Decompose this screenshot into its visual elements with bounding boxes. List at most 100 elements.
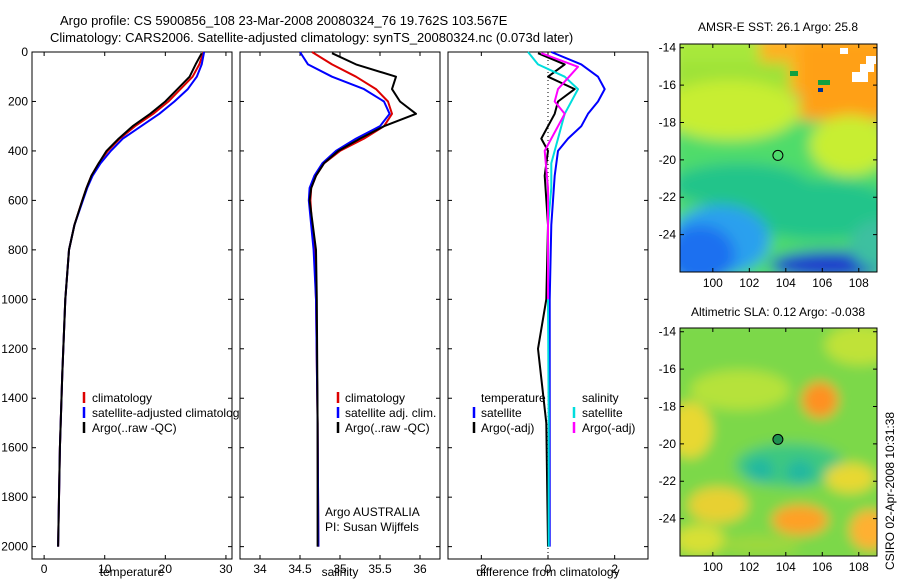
sst-map-x-ticks: 100 102 104 106 108 [703, 44, 869, 290]
x-tick-label: 108 [849, 560, 869, 574]
x-tick-label: 104 [776, 276, 796, 290]
y-tick-label: -18 [659, 115, 677, 129]
temperature-x-ticks: 0 10 20 30 [41, 52, 233, 576]
y-tick-label: -14 [659, 41, 677, 55]
y-tick-label: -22 [659, 474, 677, 488]
difference-legend-salinity: salinity satellite Argo(-adj) [572, 391, 635, 435]
y-tick-label: 1200 [1, 342, 28, 356]
legend-label-satellite: satellite-adjusted climatolog [92, 406, 239, 420]
y-tick-label: -16 [659, 362, 677, 376]
sst-map-field [680, 44, 877, 272]
x-tick-label: 0 [545, 562, 552, 576]
legend-label-temp-argo: Argo(-adj) [481, 421, 534, 435]
salinity-legend: climatology satellite adj. clim. Argo(..… [336, 391, 436, 435]
salinity-x-ticks: 34 34.5 35 35.5 36 [253, 52, 427, 576]
sla-map-x-ticks: 100 102 104 106 108 [703, 328, 869, 574]
y-tick-label: -22 [659, 190, 677, 204]
x-tick-label: 20 [159, 562, 173, 576]
series-line-argo-raw-qc [308, 52, 417, 547]
temperature-legend: climatology satellite-adjusted climatolo… [82, 391, 239, 435]
x-tick-label: 104 [776, 560, 796, 574]
y-tick-label: 1800 [1, 490, 28, 504]
figure-title-line1: Argo profile: CS 5900856_108 23-Mar-2008… [60, 13, 508, 28]
temperature-y-ticks: 0 200 400 600 800 1000 1200 1400 1600 1800 2000 [1, 45, 232, 554]
y-tick-label: 1600 [1, 441, 28, 455]
legend-label-temp-satellite: satellite [481, 406, 522, 420]
series-line-satellite-adjusted-climatolog [57, 51, 206, 547]
legend-label-satellite: satellite adj. clim. [345, 406, 436, 420]
sla-map-field [680, 328, 877, 556]
x-tick-label: 35 [333, 562, 347, 576]
series-line-argo-raw-qc [57, 52, 203, 547]
argo-float-location-marker [772, 149, 784, 161]
series-line-climatology [57, 51, 205, 547]
x-tick-label: 2 [611, 562, 618, 576]
y-tick-label: 2000 [1, 540, 28, 554]
x-tick-label: 36 [413, 562, 427, 576]
x-tick-label: 35.5 [368, 562, 392, 576]
series-line-temperature-satellite [548, 51, 606, 547]
difference-x-label: difference from climatology [476, 565, 619, 579]
x-tick-label: 106 [812, 560, 832, 574]
salinity-axes-frame [239, 51, 441, 560]
series-line-satellite-adj-clim [299, 51, 391, 547]
x-tick-label: 108 [849, 276, 869, 290]
temperature-x-label: temperature [100, 565, 165, 579]
temperature-panel: 0 200 400 600 800 1000 1200 1400 1600 1800 2000 0 1… [1, 45, 239, 579]
x-tick-label: 102 [739, 560, 759, 574]
y-tick-label: -14 [659, 325, 677, 339]
legend-header-temperature: temperature [481, 391, 546, 405]
legend-label-climatology: climatology [92, 391, 152, 405]
y-tick-label: -20 [659, 153, 677, 167]
x-tick-label: 102 [739, 276, 759, 290]
y-tick-label: 0 [21, 45, 28, 59]
y-tick-label: -24 [659, 512, 677, 526]
sst-map-frame [679, 43, 878, 273]
sst-map-panel: AMSR-E SST: 26.1 Argo: 25.8 [659, 20, 878, 290]
y-tick-label: 800 [8, 243, 28, 257]
argo-float-location-marker [772, 433, 784, 445]
temperature-axes-frame [31, 51, 233, 560]
x-tick-label: 106 [812, 276, 832, 290]
x-tick-label: 34.5 [288, 562, 312, 576]
y-tick-label: -18 [659, 399, 677, 413]
sst-map-title: AMSR-E SST: 26.1 Argo: 25.8 [698, 20, 858, 34]
x-tick-label: 30 [219, 562, 233, 576]
argo-pi-annotation: PI: Susan Wijffels [325, 520, 419, 534]
y-tick-label: 600 [8, 193, 28, 207]
y-tick-label: 400 [8, 144, 28, 158]
y-tick-label: 1400 [1, 391, 28, 405]
sla-map-panel: Altimetric SLA: 0.12 Argo: -0.038 -14 -16… [659, 305, 878, 574]
salinity-x-label: salinity [322, 565, 359, 579]
sla-map-title: Altimetric SLA: 0.12 Argo: -0.038 [691, 305, 865, 319]
salinity-panel: 34 34.5 35 35.5 36 salinity climatology sate… [239, 51, 441, 579]
y-tick-label: -20 [659, 437, 677, 451]
y-tick-label: -24 [659, 228, 677, 242]
temperature-series [57, 51, 206, 547]
series-line-temperature-argo-adj [537, 52, 576, 547]
salinity-y-ticks [240, 51, 440, 548]
salinity-series [299, 51, 417, 547]
y-tick-label: -16 [659, 78, 677, 92]
sla-map-y-ticks: -14 -16 -18 -20 -22 -24 [659, 325, 877, 526]
difference-y-ticks [448, 51, 648, 548]
series-line-salinity-argo-adj [540, 52, 579, 300]
series-line-salinity-satellite [527, 51, 579, 547]
difference-series [527, 51, 606, 547]
x-tick-label: 34 [253, 562, 267, 576]
x-tick-label: -2 [476, 562, 487, 576]
x-tick-label: 100 [703, 560, 723, 574]
sla-map-frame [679, 327, 878, 557]
difference-panel: -2 0 2 difference from climatology tempera… [447, 51, 649, 579]
legend-label-sal-argo: Argo(-adj) [582, 421, 635, 435]
x-tick-label: 0 [41, 562, 48, 576]
legend-label-argo: Argo(..raw -QC) [92, 421, 177, 435]
x-tick-label: 100 [703, 276, 723, 290]
y-tick-label: 1000 [1, 292, 28, 306]
creation-stamp: CSIRO 02-Apr-2008 10:31:38 [883, 412, 897, 570]
y-tick-label: 200 [8, 94, 28, 108]
difference-legend-temperature: temperature satellite Argo(-adj) [472, 391, 546, 435]
sst-map-y-ticks: -14 -16 -18 -20 -22 -24 [659, 41, 877, 242]
argo-country-annotation: Argo AUSTRALIA [325, 505, 420, 519]
